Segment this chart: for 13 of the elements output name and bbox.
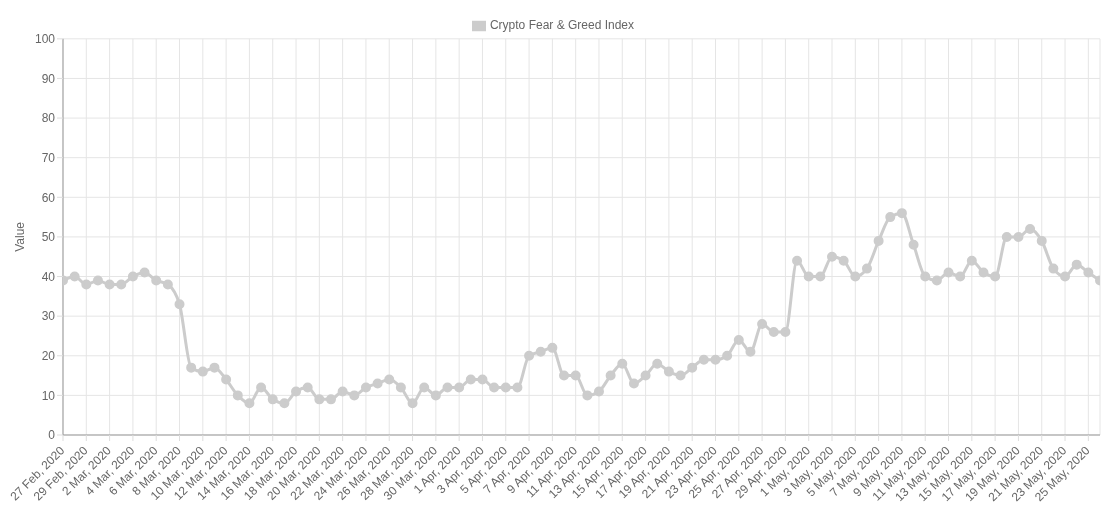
y-tick-label: 40 xyxy=(41,269,56,284)
y-tick-label: 20 xyxy=(41,349,56,364)
y-tick-label: 90 xyxy=(41,71,56,86)
y-axis-title: Value xyxy=(13,221,28,252)
legend-label: Crypto Fear & Greed Index xyxy=(489,18,635,32)
y-tick-label: 80 xyxy=(41,111,56,126)
y-tick-label: 50 xyxy=(41,230,56,245)
y-tick-label: 70 xyxy=(41,150,56,165)
y-tick-label: 10 xyxy=(41,388,56,403)
y-tick-label: 100 xyxy=(34,32,56,47)
y-tick-label: 0 xyxy=(48,428,56,443)
y-tick-label: 30 xyxy=(41,309,56,324)
y-tick-label: 60 xyxy=(41,190,56,205)
